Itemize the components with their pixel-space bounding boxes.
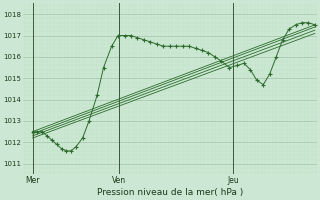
X-axis label: Pression niveau de la mer( hPa ): Pression niveau de la mer( hPa ) xyxy=(97,188,243,197)
